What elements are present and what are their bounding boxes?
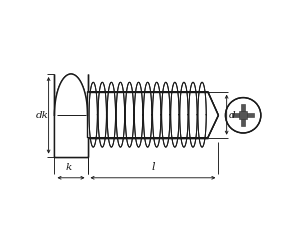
Polygon shape (241, 115, 245, 126)
Polygon shape (239, 111, 247, 119)
Circle shape (226, 98, 261, 133)
Polygon shape (243, 113, 254, 117)
Text: d: d (229, 111, 236, 120)
Polygon shape (88, 92, 218, 138)
Text: l: l (151, 162, 155, 172)
Polygon shape (232, 113, 243, 117)
Text: dk: dk (36, 111, 49, 120)
Polygon shape (55, 74, 88, 156)
Polygon shape (241, 104, 245, 115)
Text: k: k (65, 163, 72, 172)
